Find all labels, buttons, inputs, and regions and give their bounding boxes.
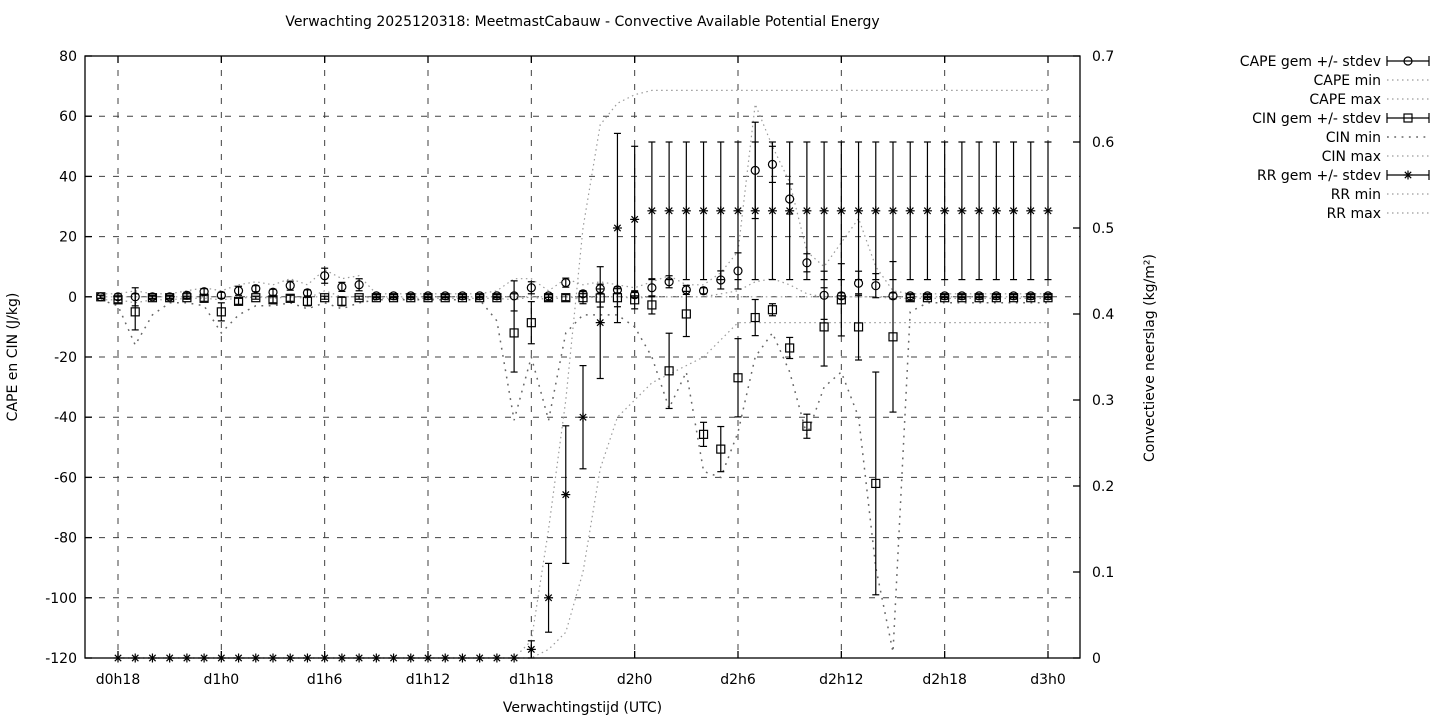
cin-gem-series xyxy=(96,260,1053,596)
legend-sample xyxy=(1386,113,1430,123)
x-tick-label: d2h12 xyxy=(819,672,863,688)
chart-title: Verwachting 2025120318: MeetmastCabauw -… xyxy=(285,14,879,30)
y-right-tick-label: 0 xyxy=(1092,651,1101,667)
legend-label: CAPE min xyxy=(1314,73,1382,89)
y-left-tick-label: -20 xyxy=(54,350,77,366)
y-right-tick-label: 0.5 xyxy=(1092,221,1114,237)
y-right-tick-label: 0.1 xyxy=(1092,565,1114,581)
y-right-tick-label: 0.3 xyxy=(1092,393,1114,409)
y-left-tick-label: 0 xyxy=(68,290,77,306)
x-tick-label: d2h18 xyxy=(922,672,966,688)
rr-gem-series xyxy=(113,132,1053,663)
legend-label: CAPE gem +/- stdev xyxy=(1240,54,1381,70)
x-tick-label: d1h6 xyxy=(307,672,343,688)
x-axis-label: Verwachtingstijd (UTC) xyxy=(503,700,662,716)
legend-sample xyxy=(1386,170,1430,180)
y-right-tick-label: 0.2 xyxy=(1092,479,1114,495)
legend-label: CIN gem +/- stdev xyxy=(1252,111,1381,127)
legend-label: CIN min xyxy=(1326,130,1381,146)
legend-label: RR gem +/- stdev xyxy=(1257,168,1381,184)
x-tick-label: d2h6 xyxy=(720,672,756,688)
legend-label: RR min xyxy=(1331,187,1381,203)
y-left-tick-label: -60 xyxy=(54,470,77,486)
y-left-tick-label: -40 xyxy=(54,410,77,426)
plot-border xyxy=(84,55,1081,659)
y-left-tick-label: -120 xyxy=(45,651,77,667)
y-right-tick-label: 0.4 xyxy=(1092,307,1114,323)
legend: CAPE gem +/- stdev CAPE min CAPE max CIN ge… xyxy=(1240,54,1430,222)
y-left-axis-label: CAPE en CIN (J/kg) xyxy=(5,293,21,422)
y-left-tick-label: -100 xyxy=(45,591,77,607)
y-right-tick-label: 0.7 xyxy=(1092,49,1114,65)
x-tick-label: d1h18 xyxy=(509,672,553,688)
legend-label: RR max xyxy=(1327,206,1381,222)
y-left-tick-label: 60 xyxy=(59,109,77,125)
legend-label: CIN max xyxy=(1322,149,1381,165)
axis-text: Verwachting 2025120318: MeetmastCabauw -… xyxy=(5,14,1158,716)
x-tick-label: d1h0 xyxy=(204,672,240,688)
legend-sample xyxy=(1386,56,1430,66)
y-left-tick-label: 20 xyxy=(59,230,77,246)
x-tick-label: d1h12 xyxy=(406,672,450,688)
cape-max-curve xyxy=(100,103,1048,295)
legend-label: CAPE max xyxy=(1309,92,1381,108)
y-left-tick-label: -80 xyxy=(54,531,77,547)
x-tick-label: d2h0 xyxy=(617,672,653,688)
cape-min-curve xyxy=(100,278,1048,304)
y-right-axis-label: Convectieve neerslag (kg/m²) xyxy=(1142,254,1158,462)
x-tick-label: d3h0 xyxy=(1030,672,1066,688)
x-tick-label: d0h18 xyxy=(96,672,140,688)
y-left-tick-label: 40 xyxy=(59,169,77,185)
y-right-tick-label: 0.6 xyxy=(1092,135,1114,151)
y-left-tick-label: 80 xyxy=(59,49,77,65)
